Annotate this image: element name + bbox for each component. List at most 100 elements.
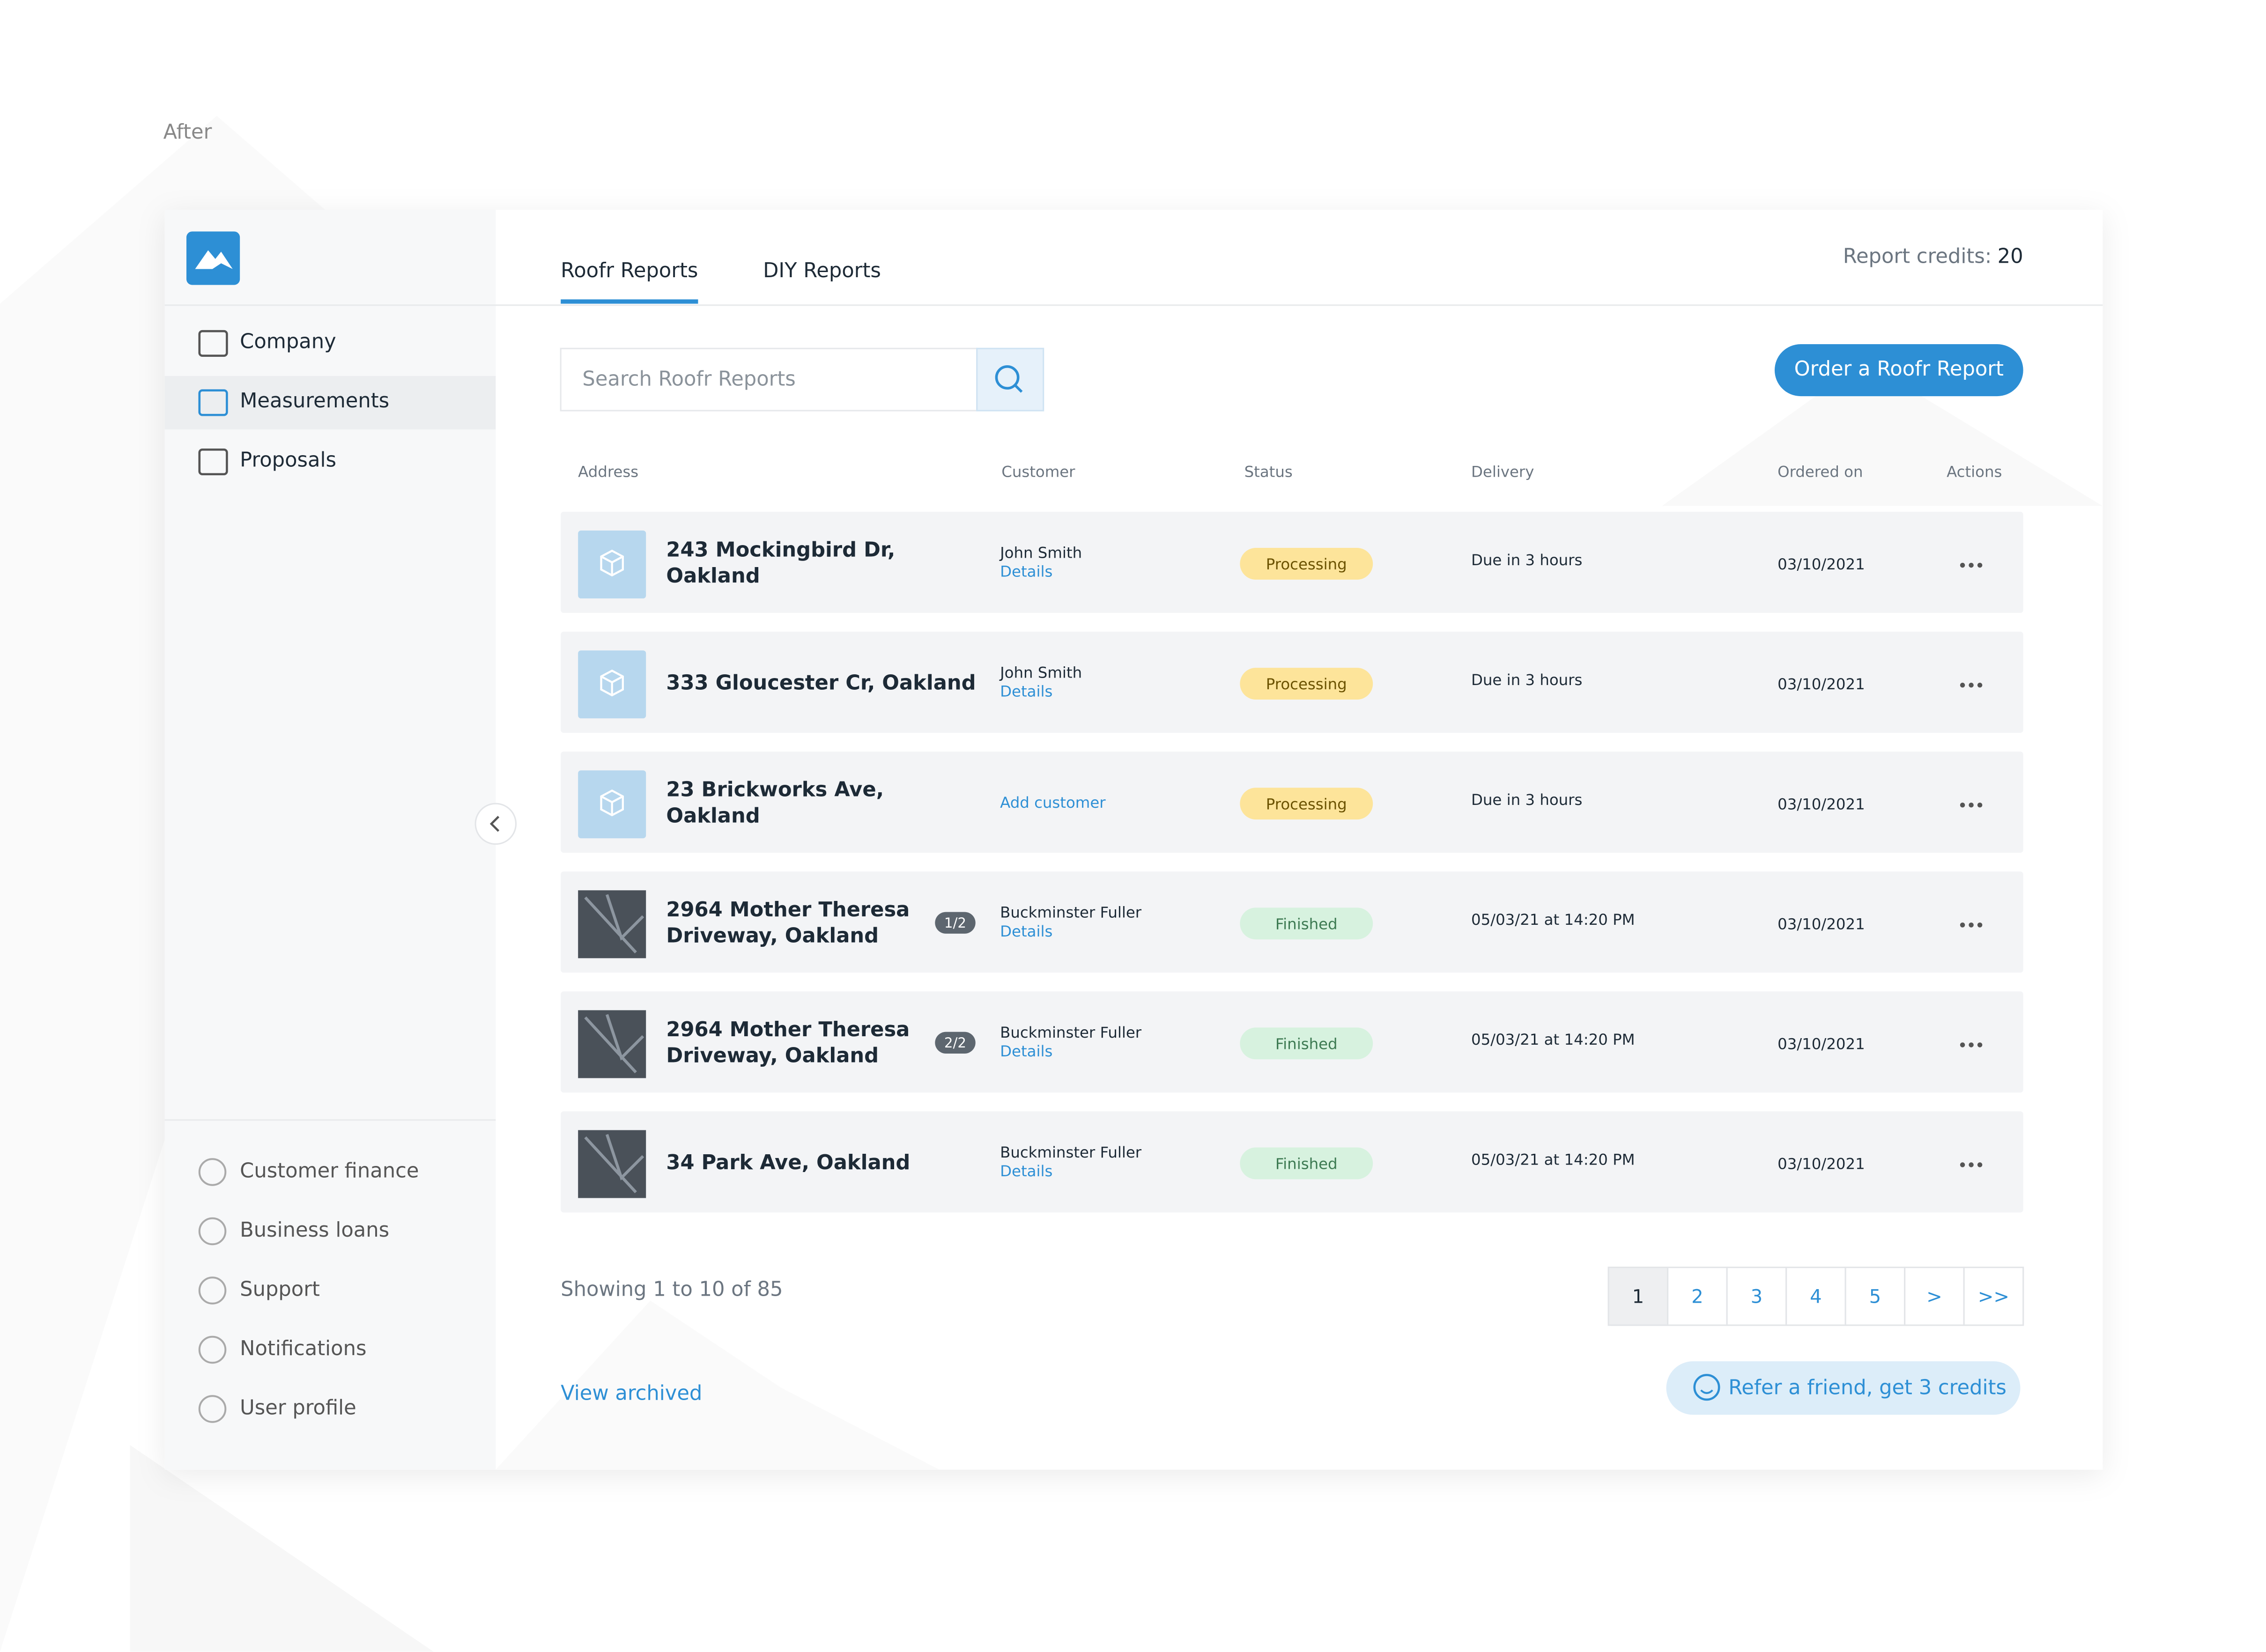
view-archived[interactable]: View archived	[561, 1382, 702, 1405]
address: 243 Mockingbird Dr, Oakland	[666, 539, 896, 589]
column-header: Status	[1244, 463, 1293, 481]
nav-item[interactable]: Support	[240, 1277, 320, 1301]
column-header: Ordered on	[1777, 463, 1863, 481]
status-label: Finished	[1275, 1035, 1338, 1053]
page-badge-label: 1/2	[944, 915, 966, 931]
customer-link[interactable]: Details	[1000, 922, 1052, 940]
nav-icon	[198, 1335, 227, 1364]
thumbnail-photo-detail	[584, 1014, 644, 1074]
delivery: Due in 3 hours	[1471, 551, 1582, 569]
search-input[interactable]	[560, 347, 978, 412]
address: 34 Park Ave, Oakland	[666, 1151, 911, 1175]
nav-item[interactable]: Measurements	[240, 389, 389, 413]
ordered-on: 03/10/2021	[1777, 1155, 1865, 1173]
ordered-on: 03/10/2021	[1777, 1035, 1865, 1053]
tab[interactable]: DIY Reports	[763, 259, 881, 282]
page-badge-label: 2/2	[944, 1035, 966, 1051]
column-header: Address	[578, 463, 638, 481]
page-cell-label[interactable]: 2	[1691, 1286, 1703, 1307]
page-label: After	[163, 120, 212, 144]
nav-item[interactable]: Business loans	[240, 1218, 389, 1242]
bg-shape	[130, 1445, 434, 1652]
actions-dot[interactable]	[1977, 1162, 1983, 1167]
collapse-button[interactable]	[474, 803, 517, 845]
actions-dot[interactable]	[1960, 803, 1965, 808]
actions-dot[interactable]	[1969, 1042, 1974, 1047]
nav-item[interactable]: Customer finance	[240, 1159, 419, 1182]
nav-active-bg	[164, 376, 496, 430]
actions-dot[interactable]	[1960, 922, 1965, 928]
page-cell[interactable]	[1726, 1267, 1787, 1326]
actions-dot[interactable]	[1960, 1042, 1965, 1047]
order-button-label[interactable]: Order a Roofr Report	[1794, 357, 2004, 381]
page-cell-label[interactable]: 5	[1869, 1286, 1881, 1307]
address-box: 34 Park Ave, Oakland	[666, 1151, 911, 1175]
customer-name: John Smith	[999, 544, 1082, 561]
status-pill	[1240, 548, 1373, 580]
customer-link[interactable]: Details	[1000, 683, 1052, 701]
customer-link[interactable]: Details	[1000, 1162, 1052, 1180]
actions-dot[interactable]	[1977, 1042, 1983, 1047]
actions-dot[interactable]	[1960, 1162, 1965, 1167]
address-box: 2964 Mother Theresa Driveway, Oakland	[666, 899, 910, 948]
nav-item[interactable]: User profile	[240, 1396, 356, 1419]
delivery: Due in 3 hours	[1471, 671, 1582, 689]
actions-dot[interactable]	[1960, 682, 1965, 688]
search-placeholder: Search Roofr Reports	[582, 368, 795, 391]
actions-dot[interactable]	[1977, 803, 1983, 808]
actions-dot[interactable]	[1969, 803, 1974, 808]
showing-text: Showing 1 to 10 of 85	[561, 1277, 783, 1301]
nav-icon	[198, 389, 228, 416]
page-cell[interactable]	[1963, 1267, 2024, 1326]
tab[interactable]: Roofr Reports	[561, 259, 698, 282]
address-box: 333 Gloucester Cr, Oakland	[666, 672, 976, 695]
page-cell-label[interactable]: 3	[1751, 1286, 1763, 1307]
nav-item[interactable]: Proposals	[240, 448, 336, 472]
tab-underline	[561, 299, 698, 304]
page-cell-label[interactable]: >>	[1978, 1286, 2009, 1307]
status-pill	[1240, 668, 1373, 700]
thumbnail-cube	[600, 549, 624, 577]
actions-dot[interactable]	[1960, 562, 1965, 568]
page-cell-label[interactable]: 4	[1810, 1286, 1822, 1307]
status-label: Processing	[1266, 555, 1347, 573]
nav-icon	[198, 1395, 227, 1423]
actions-dot[interactable]	[1969, 922, 1974, 928]
nav-item[interactable]: Notifications	[240, 1337, 366, 1360]
thumbnail-cube	[600, 669, 624, 697]
page-badge	[935, 912, 976, 934]
search-button[interactable]	[976, 347, 1044, 412]
refer-button[interactable]	[1666, 1361, 2021, 1415]
actions-dot[interactable]	[1969, 562, 1974, 568]
address-box: 2964 Mother Theresa Driveway, Oakland	[666, 1019, 910, 1068]
customer-link[interactable]: Add customer	[1000, 794, 1106, 811]
status-pill	[1240, 1147, 1373, 1180]
refer-label[interactable]: Refer a friend, get 3 credits	[1728, 1376, 2007, 1399]
column-header: Customer	[1001, 463, 1075, 481]
thumbnail-photo-detail	[584, 894, 644, 954]
search-icon	[1014, 384, 1023, 393]
customer-link[interactable]: Details	[1000, 563, 1052, 581]
column-header: Actions	[1947, 463, 2002, 481]
actions-dot[interactable]	[1977, 562, 1983, 568]
actions-dot[interactable]	[1977, 682, 1983, 688]
actions-dot[interactable]	[1969, 682, 1974, 688]
customer-link[interactable]: Details	[1000, 1042, 1052, 1060]
order-button[interactable]	[1774, 344, 2023, 397]
actions-dot[interactable]	[1977, 922, 1983, 928]
status-label: Processing	[1266, 795, 1347, 813]
customer-name: Buckminster Fuller	[1000, 904, 1142, 922]
page-cell[interactable]	[1904, 1267, 1965, 1326]
ordered-on: 03/10/2021	[1777, 675, 1865, 693]
page-cell-label[interactable]: >	[1926, 1286, 1942, 1307]
delivery: 05/03/21 at 14:20 PM	[1471, 911, 1635, 929]
nav-item[interactable]: Company	[240, 330, 336, 353]
ordered-on: 03/10/2021	[1777, 555, 1865, 573]
nav-icon	[198, 448, 228, 476]
address-box: 23 Brickworks Ave, Oakland	[666, 779, 884, 828]
page-cell-label[interactable]: 1	[1632, 1286, 1644, 1307]
customer-name: Buckminster Fuller	[1000, 1024, 1142, 1041]
actions-dot[interactable]	[1969, 1162, 1974, 1167]
page-cell[interactable]	[1785, 1267, 1846, 1326]
